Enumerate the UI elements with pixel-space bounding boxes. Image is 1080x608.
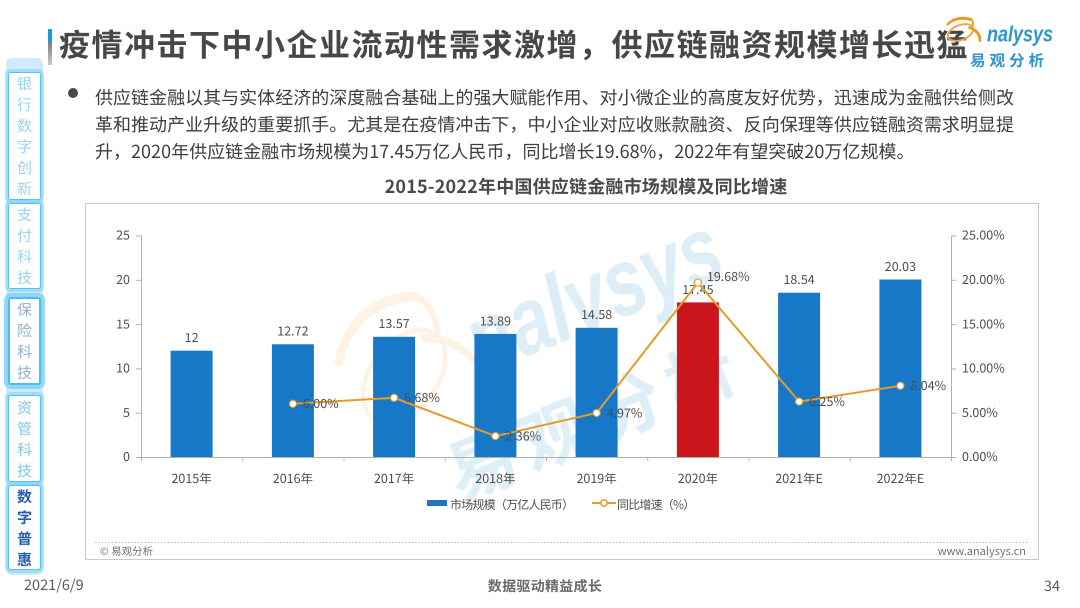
svg-text:12: 12 bbox=[185, 327, 199, 346]
svg-text:13.89: 13.89 bbox=[480, 310, 511, 329]
svg-text:2.36%: 2.36% bbox=[505, 425, 541, 444]
svg-text:10: 10 bbox=[116, 358, 130, 377]
svg-text:20.00%: 20.00% bbox=[962, 269, 1005, 288]
svg-text:15.00%: 15.00% bbox=[962, 313, 1005, 332]
svg-text:8.04%: 8.04% bbox=[910, 375, 946, 394]
svg-text:5: 5 bbox=[123, 402, 130, 421]
svg-text:0: 0 bbox=[123, 446, 130, 465]
svg-text:5.00%: 5.00% bbox=[962, 402, 998, 421]
svg-text:6.68%: 6.68% bbox=[404, 387, 440, 406]
svg-text:12.72: 12.72 bbox=[277, 321, 308, 340]
svg-text:10.00%: 10.00% bbox=[962, 358, 1005, 377]
svg-text:0.00%: 0.00% bbox=[962, 446, 998, 465]
svg-text:14.58: 14.58 bbox=[581, 304, 612, 323]
svg-text:13.57: 13.57 bbox=[378, 313, 409, 332]
svg-text:19.68%: 19.68% bbox=[707, 266, 750, 285]
svg-text:20: 20 bbox=[116, 269, 130, 288]
svg-text:15: 15 bbox=[116, 313, 130, 332]
svg-text:4.97%: 4.97% bbox=[607, 402, 643, 421]
svg-text:20.03: 20.03 bbox=[885, 256, 916, 275]
svg-text:25: 25 bbox=[116, 225, 130, 244]
svg-text:www.analysys.cn: www.analysys.cn bbox=[938, 543, 1026, 559]
svg-text:nalysys: nalysys bbox=[987, 22, 1053, 47]
svg-text:6.25%: 6.25% bbox=[809, 391, 845, 410]
svg-text:25.00%: 25.00% bbox=[962, 225, 1005, 244]
svg-text:18.54: 18.54 bbox=[783, 269, 814, 288]
svg-text:6.00%: 6.00% bbox=[303, 393, 339, 412]
